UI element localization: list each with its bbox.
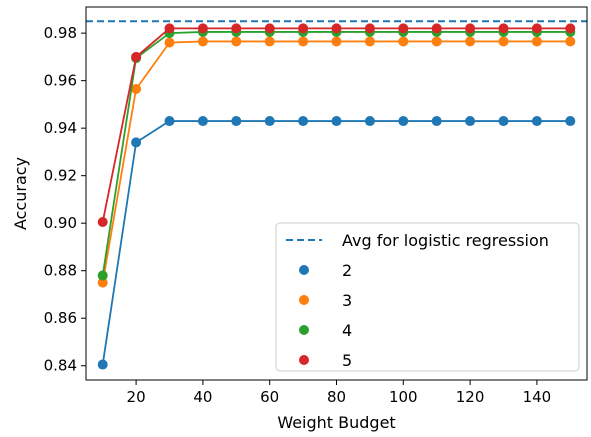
data-point-2 — [298, 116, 309, 127]
legend-swatch-3 — [299, 295, 309, 305]
legend-swatch-5 — [299, 355, 309, 365]
y-tick-label: 0.90 — [44, 214, 77, 232]
data-point-3 — [431, 36, 442, 47]
legend-swatch-2 — [299, 265, 309, 275]
data-point-5 — [197, 23, 208, 34]
data-point-5 — [565, 23, 576, 34]
data-point-3 — [298, 36, 309, 47]
data-point-5 — [231, 23, 242, 34]
x-tick-label: 120 — [456, 388, 485, 406]
data-point-5 — [465, 23, 476, 34]
data-point-3 — [197, 36, 208, 47]
data-point-5 — [331, 23, 342, 34]
data-point-5 — [97, 217, 108, 228]
y-axis-label: Accuracy — [11, 157, 30, 230]
legend: Avg for logistic regression 2 3 4 5 — [275, 222, 580, 372]
legend-label-3: 3 — [342, 291, 352, 310]
data-point-3 — [164, 37, 175, 48]
data-point-5 — [364, 23, 375, 34]
data-point-3 — [531, 36, 542, 47]
y-tick-label: 0.86 — [44, 309, 77, 327]
axis-ticks: 20 40 60 80 100 120 140 0.84 0.86 0.88 0.90 0.92 0.9… — [44, 24, 552, 406]
data-point-5 — [531, 23, 542, 34]
data-point-3 — [498, 36, 509, 47]
y-tick-label: 0.98 — [44, 24, 77, 42]
y-tick-label: 0.84 — [44, 357, 77, 375]
data-point-2 — [264, 116, 275, 127]
legend-label-2: 2 — [342, 261, 352, 280]
x-tick-label: 40 — [193, 388, 212, 406]
data-point-2 — [531, 116, 542, 127]
data-point-2 — [398, 116, 409, 127]
y-tick-label: 0.88 — [44, 262, 77, 280]
data-point-2 — [197, 116, 208, 127]
data-point-5 — [298, 23, 309, 34]
data-point-2 — [331, 116, 342, 127]
data-point-5 — [164, 23, 175, 34]
legend-swatch-4 — [299, 325, 309, 335]
data-point-2 — [364, 116, 375, 127]
data-point-3 — [398, 36, 409, 47]
data-point-3 — [364, 36, 375, 47]
data-point-5 — [431, 23, 442, 34]
x-tick-label: 20 — [127, 388, 146, 406]
legend-label-4: 4 — [342, 321, 352, 340]
data-point-5 — [131, 51, 142, 62]
x-tick-label: 80 — [327, 388, 346, 406]
y-tick-label: 0.96 — [44, 72, 77, 90]
data-point-2 — [431, 116, 442, 127]
data-point-2 — [164, 116, 175, 127]
data-point-5 — [398, 23, 409, 34]
legend-box — [275, 222, 580, 372]
y-tick-label: 0.94 — [44, 119, 77, 137]
x-axis-label: Weight Budget — [277, 413, 395, 432]
x-tick-label: 140 — [523, 388, 552, 406]
data-point-2 — [97, 359, 108, 370]
data-point-3 — [131, 83, 142, 94]
data-point-3 — [465, 36, 476, 47]
legend-label-5: 5 — [342, 351, 352, 370]
data-point-2 — [465, 116, 476, 127]
data-point-2 — [498, 116, 509, 127]
data-point-3 — [97, 277, 108, 288]
x-tick-label: 60 — [260, 388, 279, 406]
legend-label-reference: Avg for logistic regression — [342, 231, 549, 250]
data-point-2 — [131, 137, 142, 148]
y-tick-label: 0.92 — [44, 167, 77, 185]
data-point-5 — [498, 23, 509, 34]
data-point-5 — [264, 23, 275, 34]
plot-area — [86, 20, 587, 370]
x-tick-label: 100 — [389, 388, 418, 406]
data-point-3 — [331, 36, 342, 47]
data-point-3 — [231, 36, 242, 47]
data-point-3 — [565, 36, 576, 47]
data-point-2 — [565, 116, 576, 127]
data-point-2 — [231, 116, 242, 127]
data-point-3 — [264, 36, 275, 47]
data-point-4 — [97, 270, 108, 281]
